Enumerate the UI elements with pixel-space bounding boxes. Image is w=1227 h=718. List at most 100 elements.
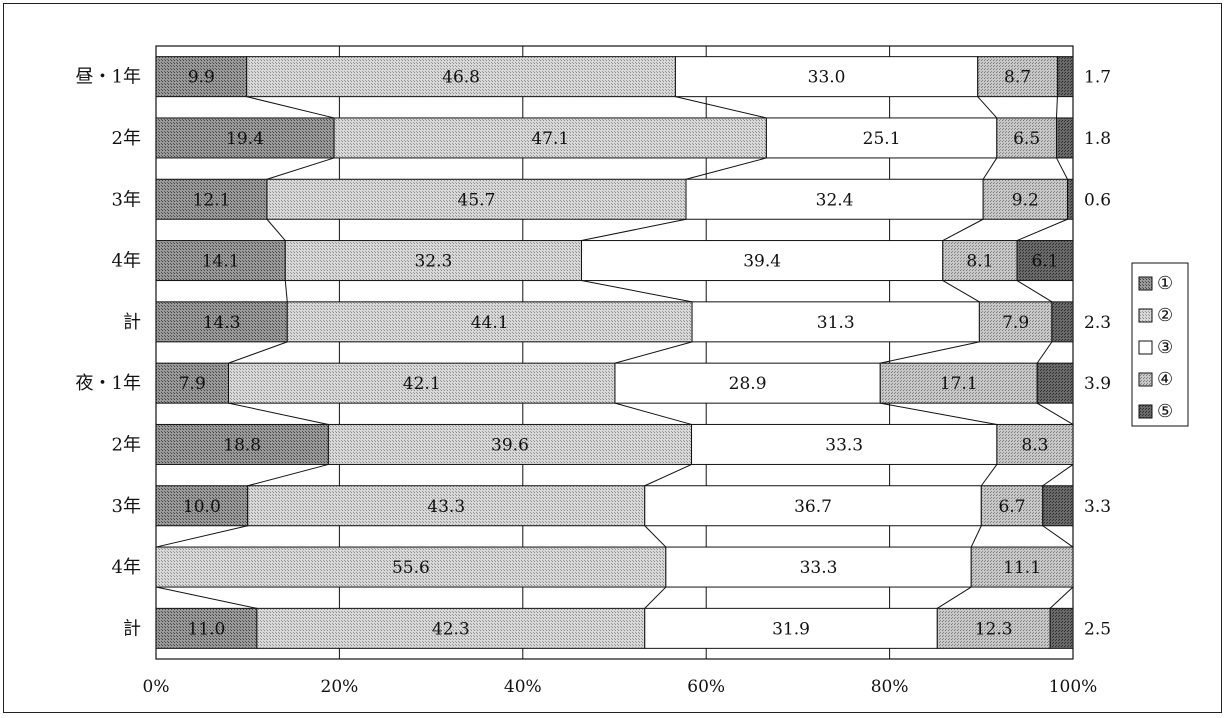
connector-line bbox=[247, 463, 329, 487]
bar-segment-series-5 bbox=[1055, 117, 1074, 159]
x-tick-label: 60% bbox=[687, 677, 725, 697]
x-tick-label: 20% bbox=[321, 677, 359, 697]
bar-segment-series-2 bbox=[266, 178, 687, 220]
segment-value-label: 14.1 bbox=[202, 252, 240, 272]
legend-label: ① bbox=[1157, 273, 1173, 294]
segment-value-label: 33.0 bbox=[808, 68, 846, 88]
bar-segment-series-5 bbox=[1066, 178, 1074, 220]
legend: ① ② ③ ④ ⑤ bbox=[1131, 262, 1189, 427]
bar-segment-series-1 bbox=[155, 240, 286, 282]
legend-label: ⑤ bbox=[1157, 401, 1173, 422]
outside-value-labels: 1.7 1.8 0.6 2.3 3.9 3.3 2.5 bbox=[1084, 68, 1111, 640]
bar-segment-series-4 bbox=[996, 423, 1074, 465]
bar-segment-series-3 bbox=[644, 485, 982, 527]
legend-swatch bbox=[1138, 276, 1153, 291]
connector-line bbox=[880, 402, 997, 425]
bar-segment-series-2 bbox=[155, 546, 667, 588]
legend-swatch bbox=[1138, 308, 1153, 323]
category-label: 2年 bbox=[112, 434, 141, 455]
legend-swatch bbox=[1138, 340, 1153, 355]
connector-line bbox=[942, 280, 980, 303]
bar-segment-series-2 bbox=[246, 56, 676, 98]
category-label: 4年 bbox=[112, 557, 141, 578]
bar-segment-series-4 bbox=[970, 546, 1074, 588]
connector-line bbox=[228, 341, 288, 364]
bar-segment-series-4 bbox=[936, 607, 1051, 649]
segment-value-label: 32.3 bbox=[414, 252, 452, 272]
bar-segment-series-1 bbox=[155, 485, 249, 527]
category-label: 4年 bbox=[112, 251, 141, 272]
bar-segment-series-3 bbox=[674, 56, 979, 98]
connector-line bbox=[644, 586, 667, 609]
category-label: 昼・1年 bbox=[76, 67, 141, 88]
segment-value-label: 11.1 bbox=[1003, 558, 1041, 578]
connector-line bbox=[614, 402, 692, 425]
segment-value-label: 46.8 bbox=[442, 68, 480, 88]
category-label: 計 bbox=[123, 618, 141, 639]
segment-value-label: 17.1 bbox=[940, 374, 978, 394]
bar-segment-series-4 bbox=[982, 178, 1068, 220]
segment-value-label: 36.7 bbox=[794, 497, 832, 517]
outside-value-label: 2.5 bbox=[1084, 619, 1111, 639]
legend-swatch bbox=[1138, 404, 1153, 419]
connector-line bbox=[1049, 586, 1074, 609]
bar-segment-series-2 bbox=[247, 485, 646, 527]
bar-segment-series-2 bbox=[256, 607, 646, 649]
connector-line bbox=[1056, 157, 1068, 180]
segment-value-label: 42.1 bbox=[403, 374, 441, 394]
connector-line bbox=[982, 157, 998, 180]
outside-value-label: 1.8 bbox=[1084, 129, 1111, 149]
outside-value-label: 1.7 bbox=[1084, 68, 1111, 88]
connector-line bbox=[937, 586, 972, 609]
category-label: 2年 bbox=[112, 128, 141, 149]
connector-line bbox=[246, 96, 335, 119]
category-label: 3年 bbox=[112, 496, 141, 517]
bar-segment-series-3 bbox=[691, 423, 998, 465]
segment-value-label: 47.1 bbox=[531, 129, 569, 149]
bar-segment-series-5 bbox=[1049, 607, 1074, 649]
segment-value-label: 31.3 bbox=[817, 313, 855, 333]
segment-value-label: 6.1 bbox=[1032, 252, 1059, 272]
segment-value-label: 7.9 bbox=[179, 374, 206, 394]
x-tick-label: 80% bbox=[871, 677, 909, 697]
connector-line bbox=[1036, 402, 1074, 425]
legend-label: ② bbox=[1157, 305, 1173, 326]
bar-segment-series-2 bbox=[284, 240, 582, 282]
segment-value-label: 45.7 bbox=[458, 190, 496, 210]
segment-value-label: 32.4 bbox=[816, 190, 854, 210]
connector-line bbox=[942, 218, 984, 241]
connector-line bbox=[644, 525, 667, 548]
segment-value-label: 12.1 bbox=[193, 190, 231, 210]
connector-line bbox=[228, 402, 329, 425]
segment-value-label: 9.2 bbox=[1012, 190, 1039, 210]
bar-segment-series-1 bbox=[155, 607, 258, 649]
bar-segment-series-3 bbox=[644, 607, 938, 649]
bar-segment-series-5 bbox=[1051, 301, 1074, 343]
connector-line bbox=[980, 464, 998, 487]
bar-segment-series-3 bbox=[691, 301, 980, 343]
bar-segment-series-4 bbox=[980, 485, 1044, 527]
outside-value-label: 2.3 bbox=[1084, 313, 1111, 333]
connector-line bbox=[581, 218, 687, 242]
segment-value-label: 39.6 bbox=[491, 435, 529, 455]
segment-value-label: 6.7 bbox=[998, 497, 1025, 517]
chart-frame bbox=[3, 3, 1222, 713]
bar-segment-series-4 bbox=[978, 301, 1053, 343]
connector-line bbox=[685, 157, 767, 180]
connector-line bbox=[1036, 341, 1053, 364]
segment-value-label: 42.3 bbox=[432, 619, 470, 639]
series-connector-lines bbox=[155, 96, 1074, 609]
bars: 9.9 46.8 33.0 8.7 19.4 47.1 25.1 6.5 12.1 45.7 32.… bbox=[155, 56, 1074, 649]
connector-line bbox=[155, 525, 248, 548]
bar-segment-series-4 bbox=[879, 362, 1038, 404]
x-tick-label: 0% bbox=[143, 677, 170, 697]
segment-value-label: 11.0 bbox=[188, 619, 226, 639]
bar-segment-series-1 bbox=[155, 423, 329, 465]
segment-value-label: 43.3 bbox=[427, 497, 465, 517]
bar-segment-series-5 bbox=[1042, 485, 1074, 527]
bar-segment-series-1 bbox=[155, 362, 230, 404]
bar-segment-series-3 bbox=[614, 362, 881, 404]
category-label: 計 bbox=[123, 312, 141, 333]
bar-segment-series-4 bbox=[996, 117, 1057, 159]
